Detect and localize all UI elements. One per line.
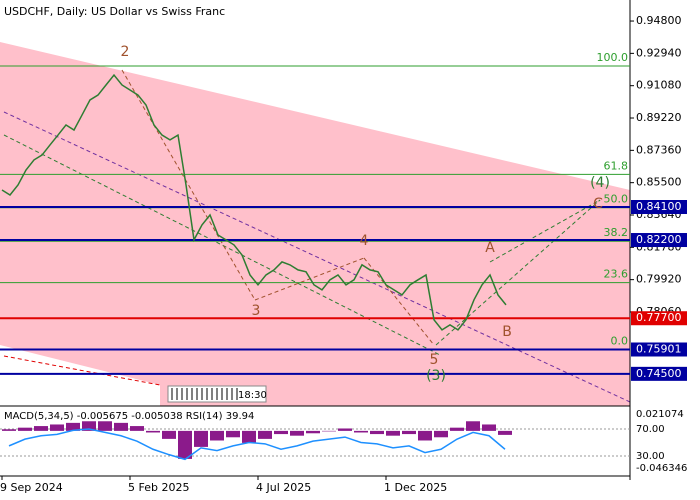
macd-bar xyxy=(354,430,368,433)
y-tick-label: 0.89220 xyxy=(636,111,682,124)
wave-label: C xyxy=(593,196,603,212)
macd-bar xyxy=(434,430,448,438)
macd-bar xyxy=(210,430,224,441)
fib-label: 61.8 xyxy=(604,159,629,172)
wave-label: 3 xyxy=(252,303,261,319)
y-tick-label: 0.94800 xyxy=(636,14,682,27)
x-tick-label: 4 Jul 2025 xyxy=(256,481,311,494)
time-marker: 18:30 xyxy=(167,385,267,403)
y-tick-label: 0.85500 xyxy=(636,176,682,189)
macd-bar xyxy=(162,430,176,439)
macd-bar xyxy=(178,430,192,459)
wave-label: A xyxy=(485,240,495,256)
rsi-tick-label: 70.00 xyxy=(636,424,665,435)
level-box xyxy=(631,311,687,326)
macd-bar xyxy=(146,430,160,433)
macd-bar xyxy=(242,430,256,443)
level-box xyxy=(631,342,687,357)
macd-bar xyxy=(498,430,512,435)
macd-bar xyxy=(338,428,352,431)
y-tick-label: 0.79920 xyxy=(636,273,682,286)
macd-bar xyxy=(82,421,96,431)
level-box xyxy=(631,233,687,248)
y-tick-label: 0.91080 xyxy=(636,79,682,92)
macd-bar xyxy=(370,430,384,435)
macd-bar xyxy=(18,427,32,431)
wave-label: 4 xyxy=(360,233,369,249)
level-box xyxy=(631,200,687,214)
macd-bar xyxy=(386,430,400,436)
macd-bar xyxy=(466,421,480,431)
indicator-title: MACD(5,34,5) -0.005675 -0.005038 RSI(14)… xyxy=(4,411,254,422)
wave-label: B xyxy=(502,324,512,340)
y-tick-label: 0.92940 xyxy=(636,46,682,59)
x-tick-label: 9 Sep 2024 xyxy=(0,481,63,494)
macd-bar xyxy=(2,429,16,431)
macd-bar xyxy=(322,430,336,432)
macd-bar xyxy=(418,430,432,441)
macd-bar xyxy=(66,422,80,431)
level-label: 0.82200 xyxy=(636,233,682,246)
level-label: 0.75901 xyxy=(636,342,682,355)
macd-bar xyxy=(114,422,128,431)
x-tick-label: 1 Dec 2025 xyxy=(384,481,447,494)
wave-label: 5 xyxy=(430,352,439,368)
macd-bar xyxy=(226,430,240,438)
fib-label: 100.0 xyxy=(597,51,629,64)
macd-bar xyxy=(98,421,112,431)
macd-bar xyxy=(274,430,288,435)
level-label: 0.77700 xyxy=(636,311,682,324)
wave-label: (3) xyxy=(426,368,446,384)
macd-tick-label: 0.021074 xyxy=(636,409,684,420)
macd-bar xyxy=(482,424,496,431)
macd-bar xyxy=(402,430,416,435)
fib-label: 50.0 xyxy=(604,193,629,206)
channel xyxy=(0,42,630,406)
level-box xyxy=(631,366,687,381)
price-line xyxy=(1,73,507,331)
macd-bar xyxy=(258,430,272,439)
rsi-tick-label: 30.00 xyxy=(636,451,665,462)
time-label: 18:30 xyxy=(238,390,267,401)
fib-label: 0.0 xyxy=(611,335,629,348)
fib-label: 38.2 xyxy=(604,226,629,239)
macd-bar xyxy=(306,430,320,434)
macd-bar xyxy=(290,430,304,436)
macd-bar xyxy=(130,426,144,431)
macd-bar xyxy=(450,427,464,431)
fib-label: 23.6 xyxy=(604,268,629,281)
macd-bar xyxy=(50,424,64,431)
y-tick-label: 0.87360 xyxy=(636,143,682,156)
rsi-line xyxy=(8,428,506,461)
wave-label: 2 xyxy=(121,44,130,60)
level-label: 0.74500 xyxy=(636,367,682,380)
macd-tick-label: -0.046346 xyxy=(636,463,687,474)
level-label: 0.84100 xyxy=(636,200,682,213)
chart-title: USDCHF, Daily: US Dollar vs Swiss Franc xyxy=(4,5,225,18)
macd-bar xyxy=(194,430,208,447)
macd-bar xyxy=(34,426,48,431)
wave-label: (4) xyxy=(590,175,610,191)
x-tick-label: 5 Feb 2025 xyxy=(128,481,189,494)
